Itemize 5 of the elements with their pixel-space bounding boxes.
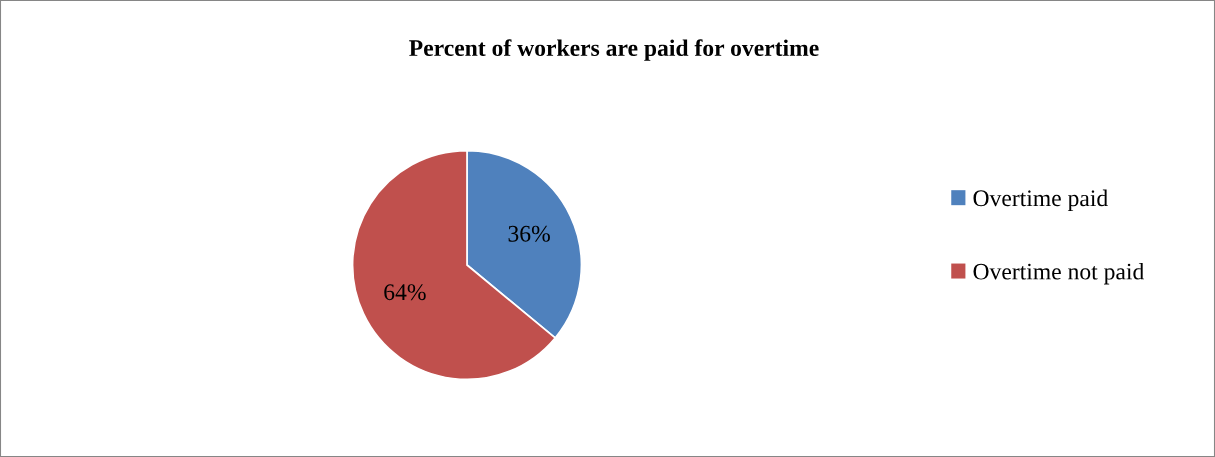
data-label: 36% — [508, 225, 550, 242]
legend-label: Overtime paid — [973, 189, 1108, 212]
data-label: 64% — [384, 284, 426, 301]
legend-label: Overtime not paid — [973, 262, 1144, 285]
chart-title: Percent of workers are paid for overtime — [409, 39, 819, 61]
